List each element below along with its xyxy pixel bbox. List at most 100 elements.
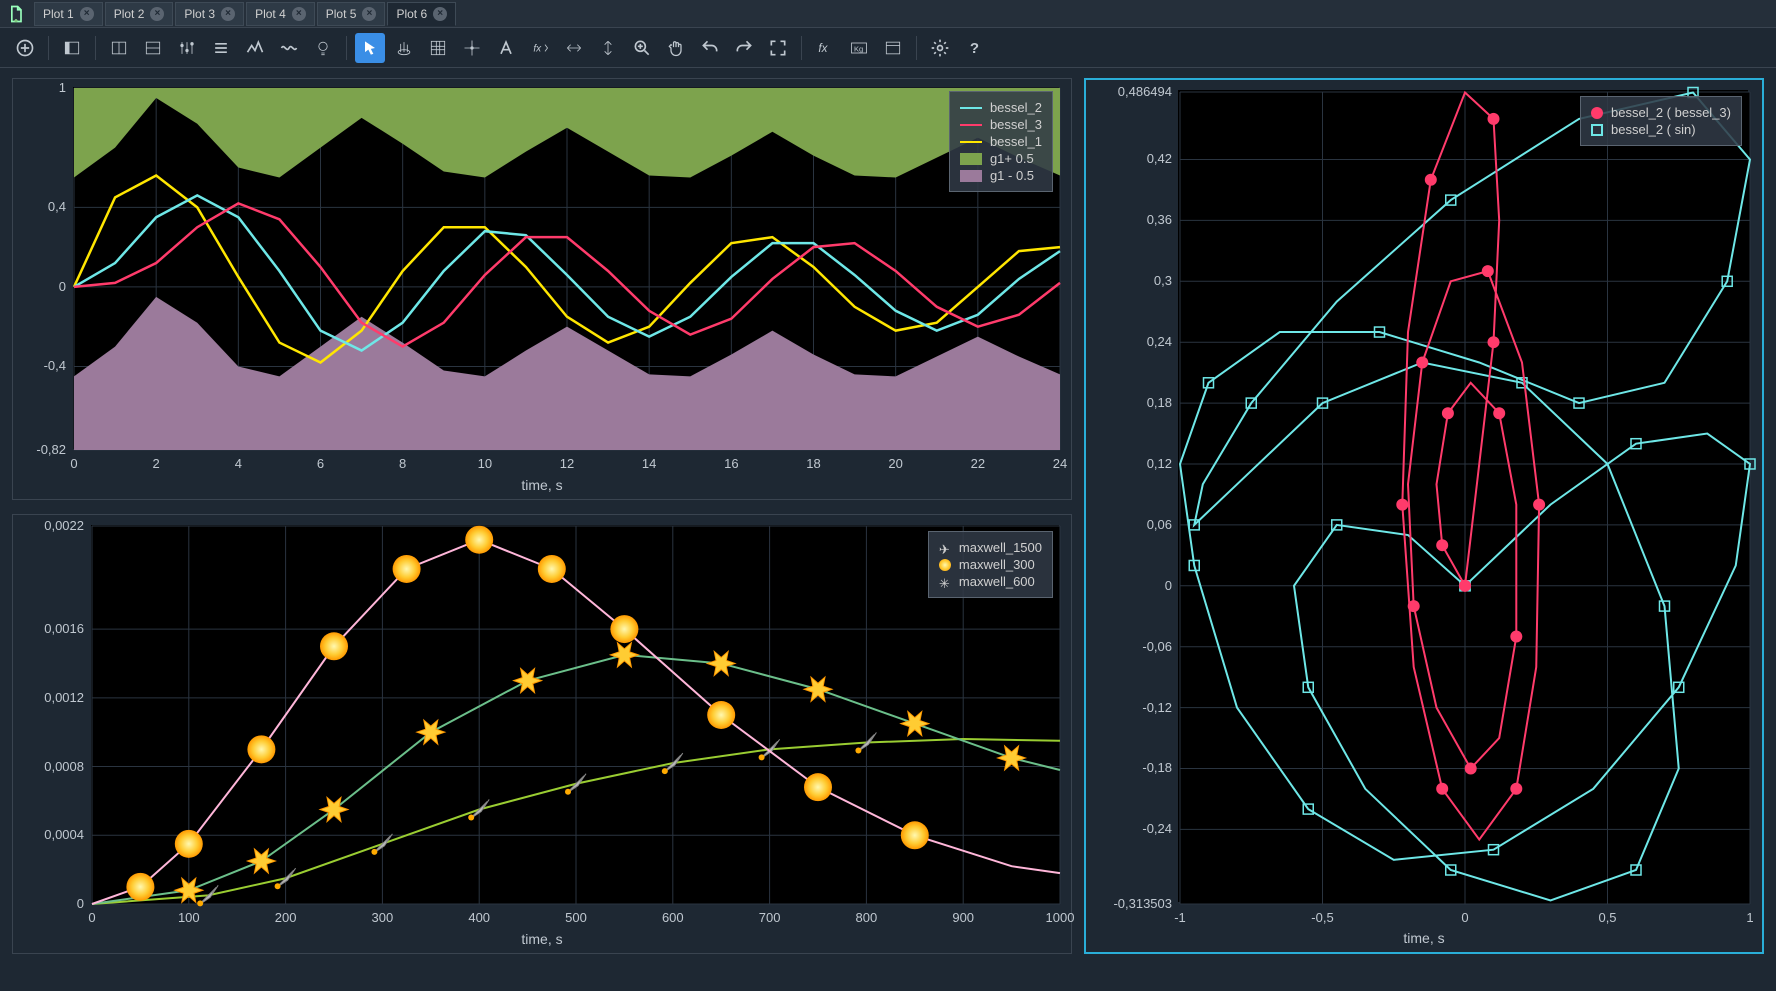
- legend-item: maxwell_300: [939, 557, 1042, 572]
- tick-label: 1: [1746, 910, 1753, 925]
- legend-item: bessel_1: [960, 134, 1042, 149]
- window-button[interactable]: [878, 33, 908, 63]
- toolbar-separator: [916, 36, 917, 60]
- tab-4[interactable]: Plot 4 ×: [246, 2, 315, 26]
- tick-label: 0,0012: [44, 690, 84, 705]
- legend-item: bessel_2 ( sin): [1591, 122, 1731, 137]
- legend-marker-icon: [939, 559, 951, 571]
- arrows-v-button[interactable]: [593, 33, 623, 63]
- close-icon[interactable]: ×: [221, 7, 235, 21]
- svg-text:?: ?: [970, 40, 979, 57]
- new-document-icon[interactable]: [6, 4, 26, 24]
- settings-button[interactable]: [925, 33, 955, 63]
- legend-item: bessel_2: [960, 100, 1042, 115]
- zoom-button[interactable]: [627, 33, 657, 63]
- fx-button[interactable]: fx: [810, 33, 840, 63]
- kg-button[interactable]: Kg: [844, 33, 874, 63]
- tick-label: 700: [759, 910, 781, 925]
- close-icon[interactable]: ×: [362, 7, 376, 21]
- tab-6[interactable]: Plot 6×: [387, 2, 456, 26]
- legend-marker-icon: [1591, 124, 1603, 136]
- tick-label: 14: [642, 456, 656, 471]
- tick-label: 0: [88, 910, 95, 925]
- crosshair-button[interactable]: [457, 33, 487, 63]
- tick-label: 0: [77, 896, 84, 911]
- legend-marker-icon: ✳: [939, 576, 951, 588]
- tick-label: 22: [971, 456, 985, 471]
- cursor-button[interactable]: [355, 33, 385, 63]
- layout2-button[interactable]: [138, 33, 168, 63]
- plot-parametric: bessel_2 ( bessel_3) bessel_2 ( sin) time…: [1084, 78, 1764, 954]
- tick-label: 600: [662, 910, 684, 925]
- tick-label: 0,4: [48, 199, 66, 214]
- arrows-h-button[interactable]: [559, 33, 589, 63]
- pan-button[interactable]: [661, 33, 691, 63]
- tab-1[interactable]: Plot 1 ×: [34, 2, 103, 26]
- text-button[interactable]: [491, 33, 521, 63]
- tab-2[interactable]: Plot 2×: [105, 2, 174, 26]
- tick-label: 8: [399, 456, 406, 471]
- legend-marker-icon: [1591, 107, 1603, 119]
- tick-label: 0,5: [1598, 910, 1616, 925]
- tick-label: -1: [1174, 910, 1186, 925]
- plot-bessel: bessel_2bessel_3bessel_1g1+ 0.5g1 - 0.5 …: [12, 78, 1072, 500]
- tick-label: 1000: [1046, 910, 1075, 925]
- tick-label: 0,42: [1147, 151, 1172, 166]
- tab-label: Plot 3: [184, 7, 215, 21]
- close-icon[interactable]: ×: [80, 7, 94, 21]
- tick-label: -0,313503: [1113, 896, 1172, 911]
- toolbar: fx fx Kg?: [0, 28, 1776, 68]
- tick-label: 0,0008: [44, 759, 84, 774]
- tab-3[interactable]: Plot 3 ×: [175, 2, 244, 26]
- tick-label: 0,06: [1147, 517, 1172, 532]
- xlabel-plot3: time, s: [1403, 930, 1444, 946]
- legend-item: ✈maxwell_1500: [939, 540, 1042, 555]
- legend-label: g1+ 0.5: [990, 151, 1034, 166]
- legend-label: maxwell_1500: [959, 540, 1042, 555]
- legend-label: bessel_2: [990, 100, 1042, 115]
- tick-label: 2: [153, 456, 160, 471]
- tick-label: 0: [59, 279, 66, 294]
- layout1-button[interactable]: [104, 33, 134, 63]
- brush-button[interactable]: [389, 33, 419, 63]
- undo-button[interactable]: [695, 33, 725, 63]
- tick-label: 0: [1461, 910, 1468, 925]
- chart-wave-button[interactable]: [274, 33, 304, 63]
- legend-item: ✳ maxwell_600: [939, 574, 1042, 589]
- tick-label: -0,12: [1142, 700, 1172, 715]
- legend-label: bessel_2 ( sin): [1611, 122, 1696, 137]
- toolbar-separator: [48, 36, 49, 60]
- redo-button[interactable]: [729, 33, 759, 63]
- svg-text:fx: fx: [818, 42, 828, 55]
- tick-label: 0,3: [1154, 273, 1172, 288]
- legend-item: bessel_2 ( bessel_3): [1591, 105, 1731, 120]
- plot-maxwell: ✈maxwell_1500maxwell_300✳maxwell_600 tim…: [12, 514, 1072, 954]
- fullscreen-button[interactable]: [763, 33, 793, 63]
- toolbar-separator: [801, 36, 802, 60]
- bulb-button[interactable]: [308, 33, 338, 63]
- legend-label: maxwell_600: [959, 574, 1035, 589]
- list-button[interactable]: [206, 33, 236, 63]
- grid-button[interactable]: [423, 33, 453, 63]
- legend-plot1: bessel_2bessel_3bessel_1g1+ 0.5g1 - 0.5: [949, 91, 1053, 192]
- tick-label: 1: [59, 80, 66, 95]
- close-icon[interactable]: ×: [292, 7, 306, 21]
- legend-item: g1 - 0.5: [960, 168, 1042, 183]
- help-button[interactable]: ?: [959, 33, 989, 63]
- tab-label: Plot 1: [43, 7, 74, 21]
- tick-label: 800: [856, 910, 878, 925]
- fx-caret-button[interactable]: fx: [525, 33, 555, 63]
- tick-label: 0,24: [1147, 334, 1172, 349]
- tick-label: -0,24: [1142, 821, 1172, 836]
- tick-label: 0: [1165, 578, 1172, 593]
- legend-plot3: bessel_2 ( bessel_3) bessel_2 ( sin): [1580, 96, 1742, 146]
- chart-line-button[interactable]: [240, 33, 270, 63]
- sliders-button[interactable]: [172, 33, 202, 63]
- close-icon[interactable]: ×: [150, 7, 164, 21]
- tick-label: -0,82: [36, 442, 66, 457]
- close-icon[interactable]: ×: [433, 7, 447, 21]
- tab-label: Plot 4: [255, 7, 286, 21]
- add-button[interactable]: [10, 33, 40, 63]
- tab-5[interactable]: Plot 5×: [317, 2, 386, 26]
- panel-l-button[interactable]: [57, 33, 87, 63]
